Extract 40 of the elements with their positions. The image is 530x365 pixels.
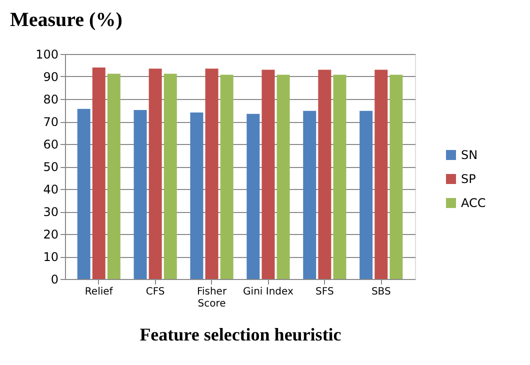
- y-tick-label: 100: [36, 48, 58, 62]
- x-tick-label: SBS: [371, 286, 391, 298]
- bar: [220, 74, 234, 279]
- y-tick-label: 0: [50, 272, 58, 286]
- y-tick-label: 30: [43, 205, 58, 219]
- bar: [318, 70, 332, 279]
- bar: [303, 110, 316, 279]
- bar: [190, 112, 204, 279]
- y-tick-label: 80: [43, 92, 58, 106]
- bar: [77, 108, 90, 279]
- y-tick-label: 90: [43, 70, 58, 84]
- x-tick-label: SFS: [316, 286, 334, 298]
- bar: [107, 74, 120, 279]
- bar: [262, 70, 275, 279]
- x-tick-label: Relief: [84, 286, 114, 298]
- bar: [246, 114, 260, 279]
- x-tick-label: Fisher Score: [196, 286, 228, 310]
- legend-label: ACC: [461, 196, 486, 210]
- bar: [205, 68, 218, 279]
- y-axis-title: Measure (%): [10, 9, 122, 31]
- y-tick-label: 60: [43, 138, 58, 152]
- x-tick-label: CFS: [146, 286, 165, 298]
- bar: [333, 74, 346, 279]
- y-tick-label: 50: [43, 160, 58, 174]
- x-axis-title: Feature selection heuristic: [140, 324, 342, 344]
- bar: [276, 74, 290, 279]
- bar: [164, 74, 177, 279]
- y-tick-label: 10: [43, 250, 58, 264]
- bar: [374, 70, 388, 279]
- y-tick-label: 70: [43, 115, 58, 129]
- bar: [92, 68, 106, 279]
- y-tick-label: 40: [43, 182, 58, 196]
- y-tick-label: 20: [43, 228, 58, 242]
- bar: [148, 68, 162, 279]
- legend-label: SN: [461, 148, 478, 162]
- bar: [390, 74, 403, 279]
- legend-label: SP: [461, 172, 476, 186]
- x-tick-label: Gini Index: [243, 286, 294, 298]
- bar: [134, 110, 147, 279]
- bar: [360, 110, 373, 279]
